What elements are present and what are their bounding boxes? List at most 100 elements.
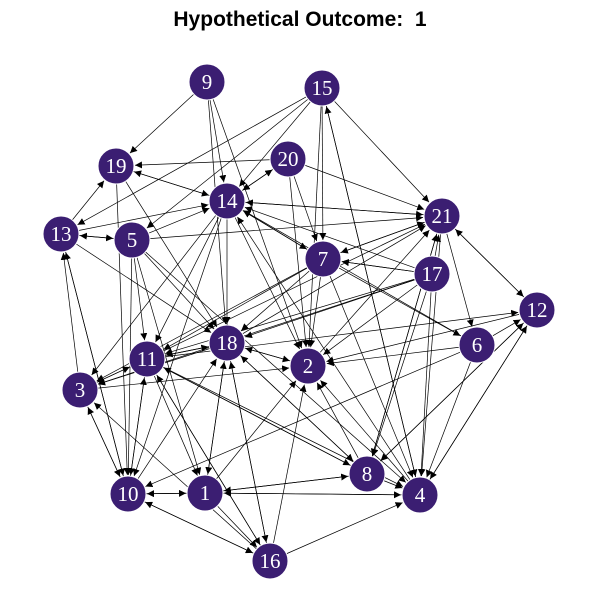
- edge-17-to-14: [244, 206, 416, 269]
- edge-2-to-21: [319, 229, 430, 353]
- edge-10-to-18: [137, 358, 217, 480]
- node-label-8: 8: [362, 462, 373, 486]
- edge-7-to-4: [329, 275, 414, 478]
- edge-8-to-1: [223, 475, 350, 494]
- edge-8-to-11: [163, 367, 352, 466]
- edge-11-to-21: [163, 223, 426, 352]
- edge-17-to-4: [417, 291, 432, 477]
- edge-20-to-19: [134, 159, 271, 169]
- node-label-11: 11: [137, 347, 157, 371]
- edge-5-to-18: [143, 252, 215, 330]
- node-label-10: 10: [118, 482, 139, 506]
- chart-title: Hypothetical Outcome: 1: [173, 8, 427, 31]
- node-circle-8: [348, 455, 386, 493]
- node-12: 12: [518, 291, 556, 329]
- edge-3-to-11: [96, 366, 130, 383]
- node-label-5: 5: [127, 228, 138, 252]
- edge-7-to-11: [163, 267, 308, 350]
- edge-6-to-10: [145, 351, 461, 488]
- edge-9-to-14: [209, 99, 227, 183]
- edge-4-to-1: [223, 489, 403, 497]
- edge-19-to-18: [125, 181, 218, 328]
- edge-7-to-14: [243, 210, 308, 250]
- node-7: 7: [304, 240, 342, 278]
- node-circle-19: [97, 147, 135, 185]
- edge-18-to-21: [242, 225, 426, 335]
- edge-12-to-21: [455, 229, 525, 298]
- edge-16-to-10: [145, 501, 254, 554]
- edge-4-to-15: [324, 106, 417, 478]
- edge-15-to-21: [334, 100, 430, 203]
- node-6: 6: [458, 326, 496, 364]
- node-label-18: 18: [217, 331, 238, 355]
- node-circle-2: [289, 347, 327, 385]
- node-16: 16: [251, 542, 289, 580]
- edge-17-to-21: [434, 234, 442, 257]
- edge-14-to-10: [133, 217, 222, 477]
- node-label-2: 2: [303, 354, 314, 378]
- node-14: 14: [208, 182, 246, 220]
- node-label-3: 3: [75, 378, 86, 402]
- node-10: 10: [109, 475, 147, 513]
- node-label-20: 20: [278, 147, 299, 171]
- node-label-14: 14: [217, 189, 239, 213]
- node-2: 2: [289, 347, 327, 385]
- node-label-6: 6: [472, 333, 483, 357]
- node-label-21: 21: [432, 204, 453, 228]
- node-circle-4: [401, 476, 439, 514]
- node-17: 17: [413, 255, 451, 293]
- node-circle-1: [186, 474, 224, 512]
- node-label-17: 17: [422, 262, 443, 286]
- edge-6-to-12: [492, 319, 521, 337]
- edge-16-to-18: [228, 361, 267, 544]
- edge-7-to-6: [338, 267, 461, 337]
- edge-5-to-13: [79, 232, 115, 240]
- edge-15-to-2: [305, 105, 322, 348]
- node-circle-21: [423, 197, 461, 235]
- edge-6-to-2: [326, 346, 460, 367]
- node-circle-17: [413, 255, 451, 293]
- edge-12-to-2: [326, 313, 520, 364]
- node-circle-11: [128, 340, 166, 378]
- edge-14-to-3: [91, 214, 217, 376]
- node-3: 3: [61, 371, 99, 409]
- node-18: 18: [208, 324, 246, 362]
- edge-7-to-3: [96, 267, 308, 382]
- node-label-19: 19: [106, 154, 127, 178]
- edge-6-to-4: [425, 361, 471, 478]
- node-circle-3: [61, 371, 99, 409]
- edge-4-to-14: [237, 216, 411, 481]
- edge-15-to-7: [319, 105, 327, 241]
- edge-14-to-19: [134, 170, 210, 196]
- edge-10-to-11: [130, 377, 147, 477]
- node-15: 15: [303, 69, 341, 107]
- node-label-12: 12: [527, 298, 548, 322]
- edge-5-to-1: [136, 257, 202, 475]
- node-circle-18: [208, 324, 246, 362]
- edge-13-to-18: [75, 243, 212, 333]
- edge-13-to-19: [72, 180, 105, 221]
- node-circle-10: [109, 475, 147, 513]
- node-circle-15: [303, 69, 341, 107]
- edge-5-to-14: [148, 207, 210, 234]
- edge-6-to-14: [243, 210, 462, 337]
- edge-14-to-20: [241, 169, 273, 192]
- node-label-16: 16: [260, 549, 281, 573]
- edge-13-to-14: [78, 202, 209, 231]
- edge-3-to-13: [60, 252, 79, 373]
- node-circle-14: [208, 182, 246, 220]
- edge-21-to-7: [340, 221, 426, 254]
- node-label-13: 13: [51, 222, 72, 246]
- edge-5-to-11: [133, 257, 148, 341]
- edge-17-to-7: [341, 259, 415, 272]
- node-20: 20: [269, 140, 307, 178]
- node-label-1: 1: [200, 481, 211, 505]
- node-9: 9: [188, 63, 226, 101]
- node-label-15: 15: [312, 76, 333, 100]
- node-1: 1: [186, 474, 224, 512]
- node-8: 8: [348, 455, 386, 493]
- node-5: 5: [113, 221, 151, 259]
- node-11: 11: [128, 340, 166, 378]
- edge-15-to-14: [238, 101, 311, 187]
